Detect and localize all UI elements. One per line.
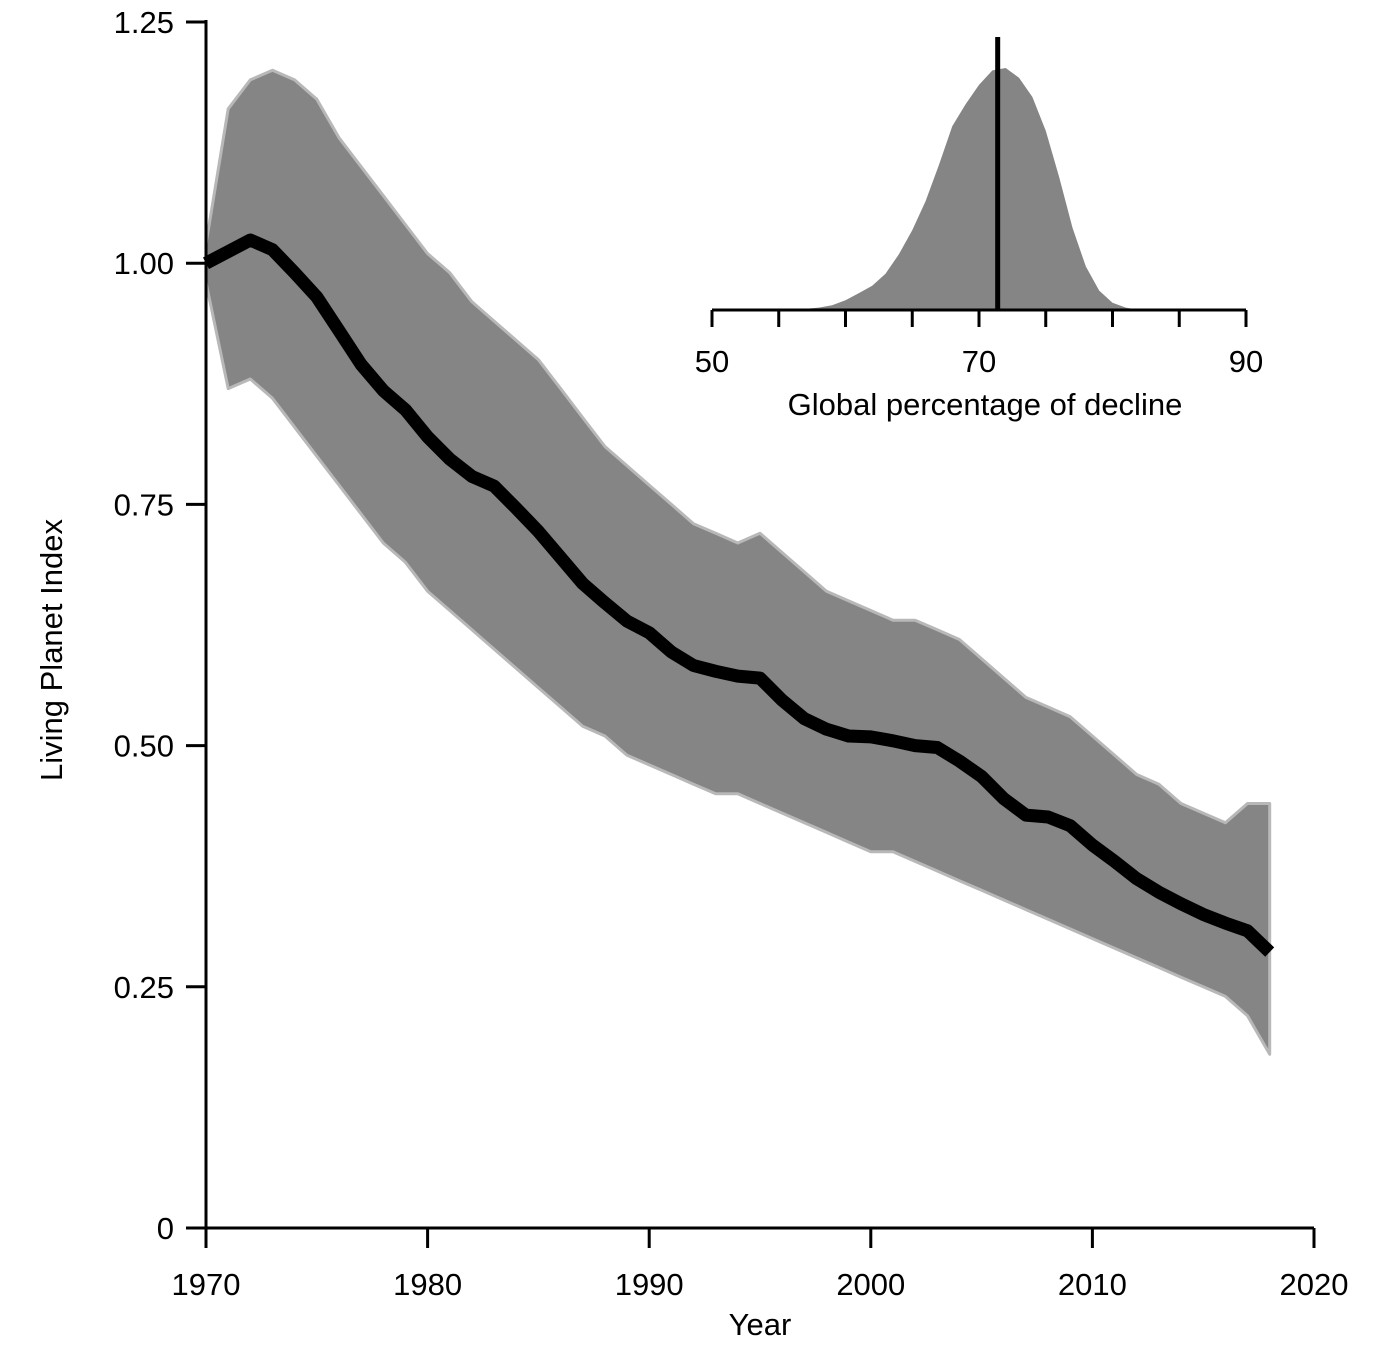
inset-x-axis-title: Global percentage of decline xyxy=(788,387,1183,422)
index-trend-line xyxy=(202,233,1275,957)
y-tick-label: 0.25 xyxy=(114,970,174,1005)
x-axis-title: Year xyxy=(729,1307,792,1342)
y-tick-label: 1.00 xyxy=(114,246,174,281)
y-tick-label: 0 xyxy=(157,1211,174,1246)
confidence-band xyxy=(204,68,1272,1056)
inset-x-tick-label: 70 xyxy=(962,344,996,379)
y-tick-label: 0.50 xyxy=(114,729,174,764)
series-line xyxy=(202,233,1275,957)
x-tick-label: 1990 xyxy=(615,1267,684,1302)
inset-x-tick-label: 90 xyxy=(1229,344,1263,379)
x-axis-ticks: 1970 1980 1990 2000 2010 2020 xyxy=(172,1228,1349,1302)
y-tick-label: 0.75 xyxy=(114,487,174,522)
x-tick-label: 2000 xyxy=(836,1267,905,1302)
inset-x-tick-label: 50 xyxy=(695,344,729,379)
y-axis-title: Living Planet Index xyxy=(34,519,69,781)
main-axes xyxy=(204,20,1314,1230)
y-tick-label: 1.25 xyxy=(114,5,174,40)
density-area xyxy=(792,68,1140,310)
x-tick-label: 2020 xyxy=(1280,1267,1349,1302)
inset-x-axis: 50 70 90 xyxy=(695,308,1263,379)
inset-density-area xyxy=(792,68,1140,310)
x-tick-label: 1980 xyxy=(393,1267,462,1302)
x-tick-label: 2010 xyxy=(1058,1267,1127,1302)
band-area xyxy=(204,68,1272,1056)
y-axis-ticks: 0 0.25 0.50 0.75 1.00 1.25 xyxy=(114,5,206,1246)
x-tick-label: 1970 xyxy=(172,1267,241,1302)
